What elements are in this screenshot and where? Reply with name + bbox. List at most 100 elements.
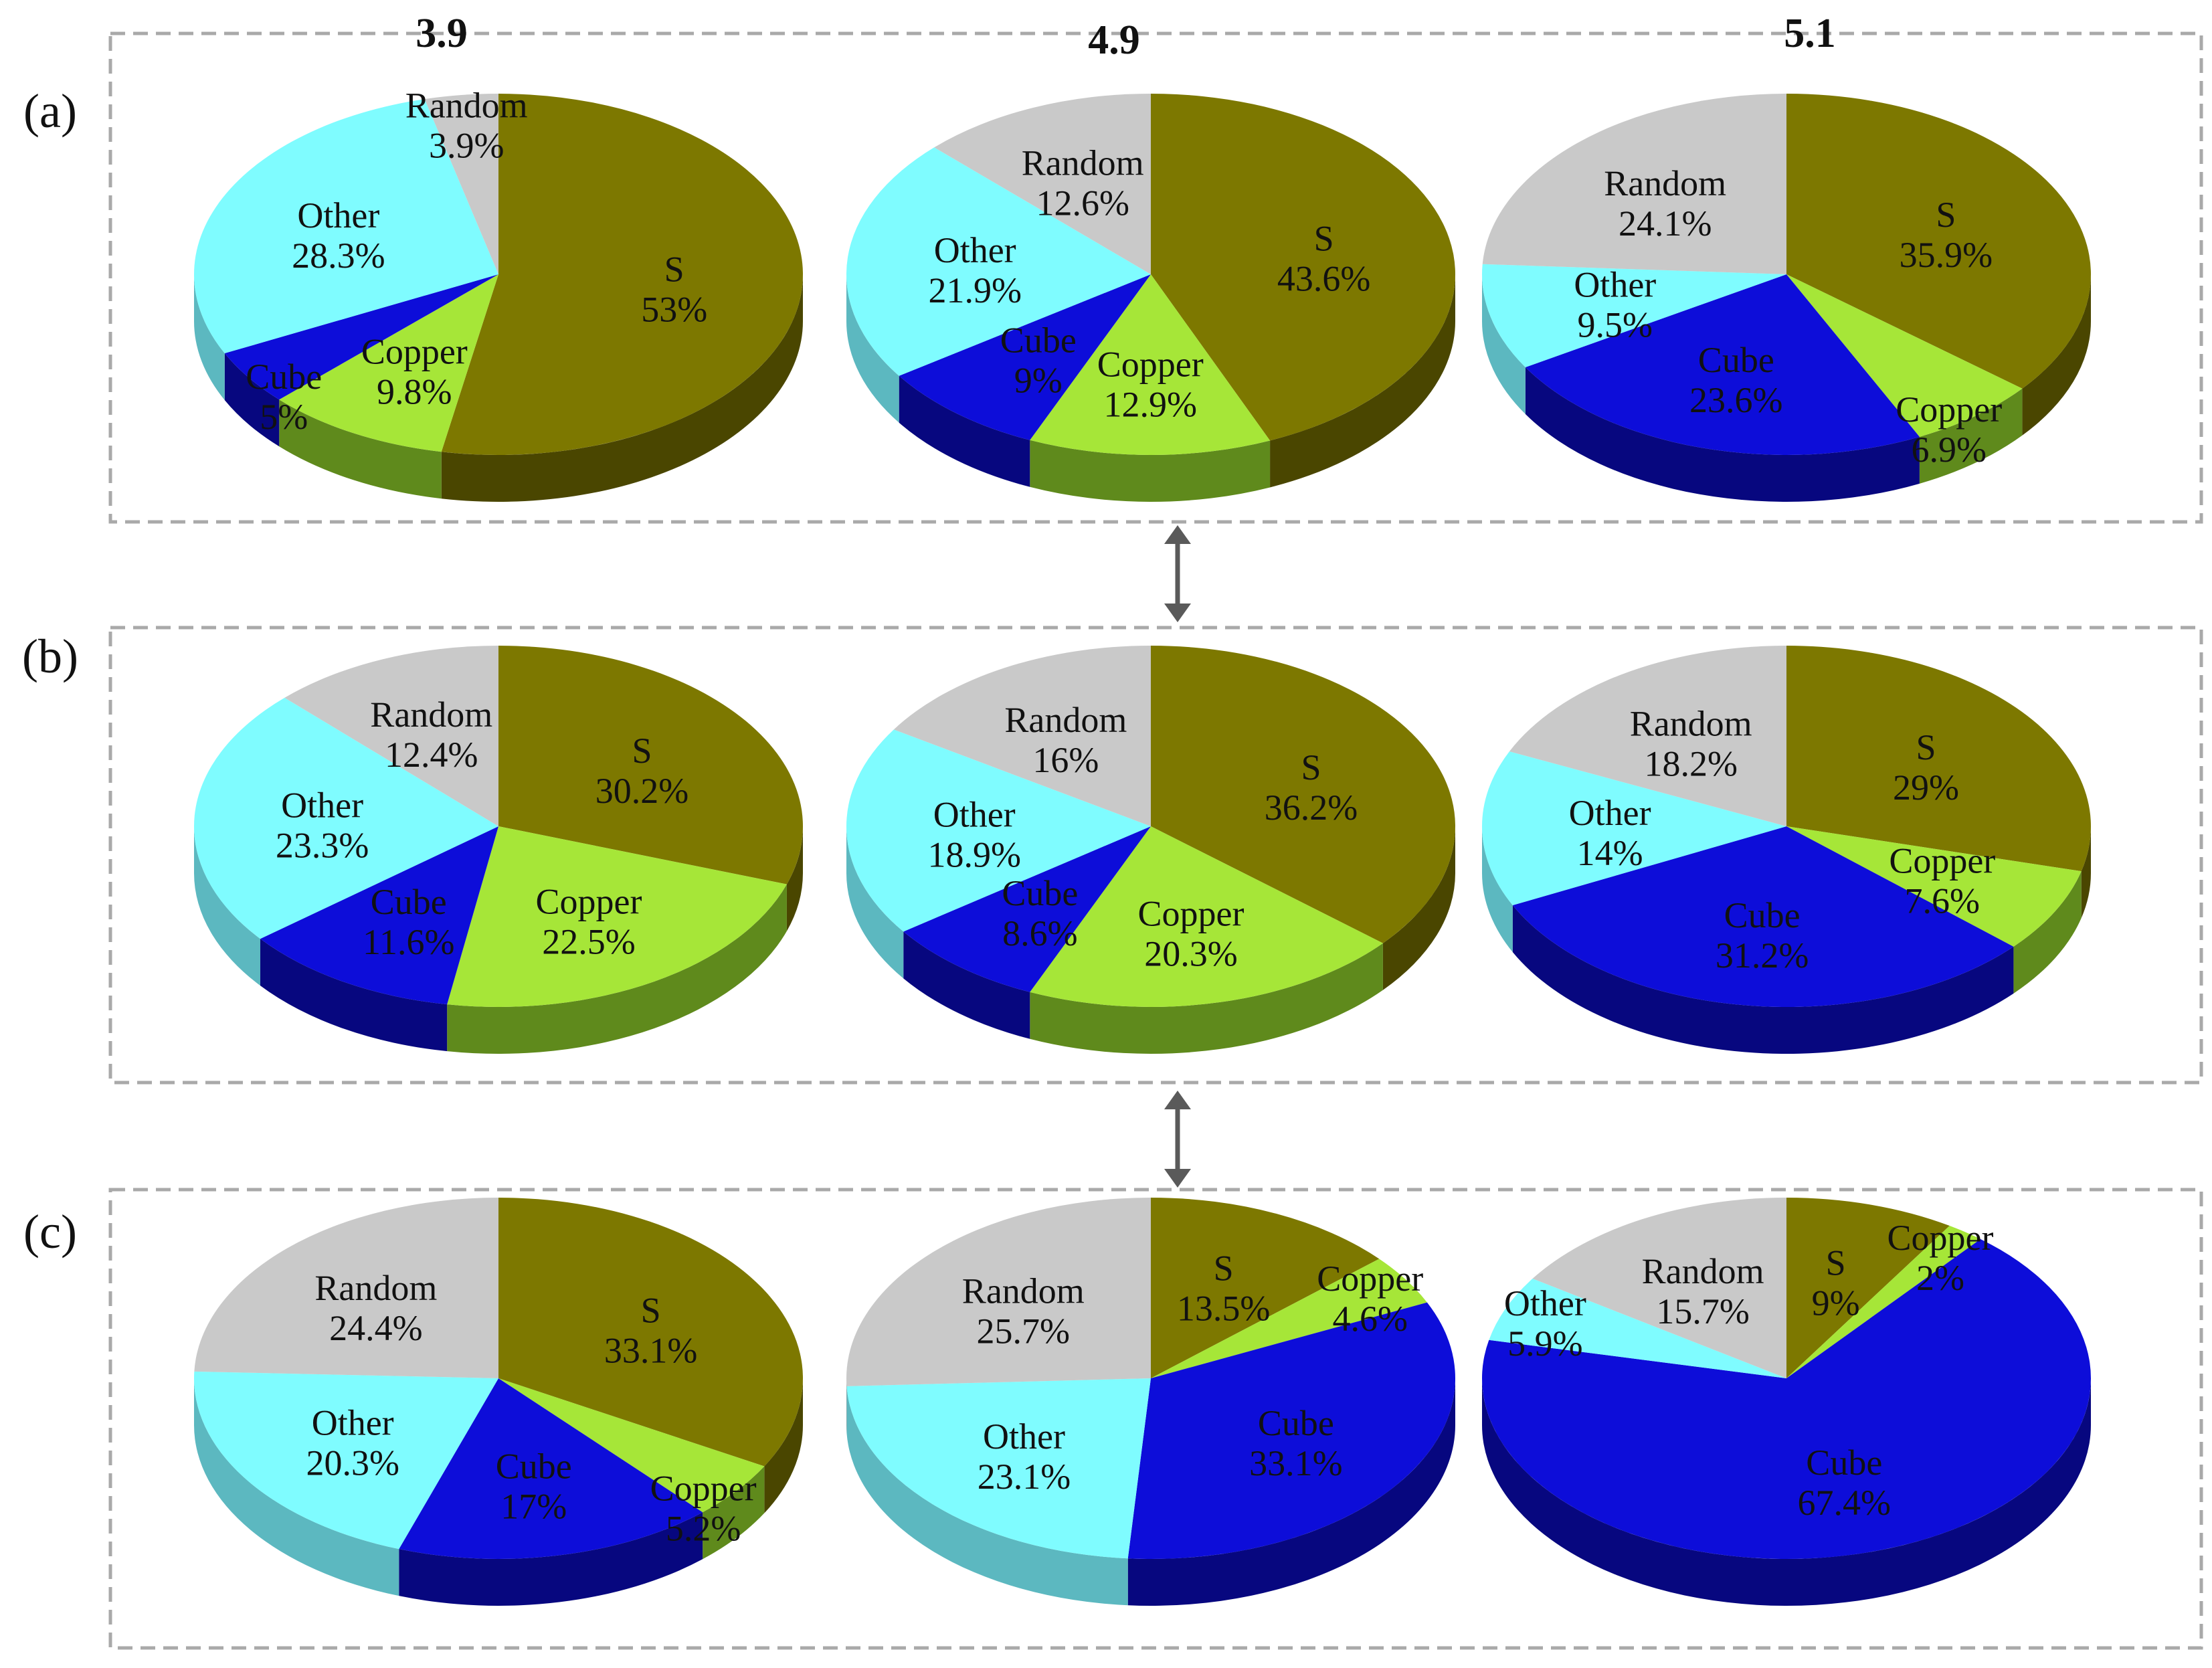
pie-slice-other (194, 1371, 498, 1550)
pie-side-cube (1525, 367, 1920, 502)
pie-slice-copper (1030, 274, 1271, 455)
pie-slice-copper (1786, 274, 2023, 437)
pie-side-other (1482, 274, 1526, 414)
column-title: 3.9 (416, 11, 468, 56)
pie-sides (846, 274, 1455, 502)
slice-label-random: Random 24.1% (1604, 163, 1726, 244)
pie-c-3-9: S 33.1% Copper 5.2% Cube 17% Other 20.3% Random 2… (194, 1198, 803, 1606)
pie-slice-random (893, 646, 1151, 826)
slice-label-copper: Copper 7.6% (1889, 841, 1995, 921)
pie-side-cube (899, 375, 1030, 487)
pie-slice-random (194, 1198, 498, 1378)
pie-side-other (194, 274, 225, 401)
slice-label-cube: Cube 31.2% (1716, 895, 1809, 976)
slice-label-s: S 9% (1812, 1243, 1860, 1323)
pie-slice-cube (899, 274, 1151, 440)
slice-label-copper: Copper 2% (1887, 1218, 1994, 1298)
slice-label-random: Random 24.4% (314, 1268, 437, 1348)
pie-sides (1482, 1378, 2091, 1606)
slice-label-random: Random 16% (1004, 700, 1127, 780)
pie-slice-s (498, 646, 803, 885)
pie-side-copper (2013, 871, 2082, 994)
pie-side-copper (279, 399, 442, 499)
pie-side-copper (1030, 440, 1271, 502)
slice-label-random: Random 3.9% (405, 86, 528, 166)
slice-label-copper: Copper 20.3% (1138, 894, 1245, 974)
pie-side-other (846, 826, 904, 979)
pie-side-cube (399, 1512, 703, 1606)
slice-label-cube: Cube 67.4% (1798, 1443, 1891, 1523)
pie-slice-random (1482, 94, 1786, 274)
column-title: 5.1 (1784, 11, 1836, 56)
pie-slice-cube (399, 1378, 703, 1559)
pie-slice-other (846, 147, 1151, 376)
pie-sides (194, 274, 803, 502)
pie-side-s (764, 1378, 803, 1513)
pie-slice-copper (1030, 826, 1383, 1007)
double-arrow (1164, 1091, 1191, 1188)
pie-c-4-9: S 13.5% Copper 4.6% Cube 33.1% Other 23.1% Rando… (846, 1198, 1455, 1606)
pie-slice-copper (1786, 826, 2082, 947)
pie-slice-s (1151, 94, 1456, 441)
pie-sides (846, 826, 1455, 1054)
pie-side-s (441, 274, 803, 502)
row-label: (b) (22, 630, 78, 683)
pie-slice-random (1532, 1198, 1786, 1378)
slice-label-s: S 33.1% (604, 1291, 697, 1371)
slice-label-s: S 29% (1893, 727, 1959, 808)
pie-slice-copper (1151, 1259, 1427, 1378)
pie-slice-other (194, 697, 498, 939)
slice-label-random: Random 18.2% (1630, 703, 1752, 783)
pie-slice-s (1786, 646, 2092, 872)
pie-slice-random (846, 1198, 1151, 1386)
pie-slice-cube (1482, 1238, 2091, 1560)
pie-sides (846, 1378, 1455, 1606)
pie-side-cube (224, 353, 280, 447)
pie-slice-other (194, 99, 498, 354)
slice-label-cube: Cube 8.6% (1002, 873, 1078, 953)
pie-side-cube (1482, 1378, 2091, 1606)
pie-slice-cube (224, 274, 498, 400)
slice-label-cube: Cube 9% (1000, 320, 1077, 401)
panel-frame-a (108, 31, 2203, 524)
pie-side-other (194, 1378, 399, 1596)
double-arrow (1164, 525, 1191, 622)
slice-label-cube: Cube 11.6% (363, 882, 454, 962)
pie-a-4-9: S 43.6% Copper 12.9% Cube 9% Other 21.9%Random 1… (846, 94, 1456, 502)
pie-slice-copper (1786, 1226, 1981, 1378)
slice-label-other: Other 21.9% (928, 230, 1021, 310)
slice-label-other: Other 23.1% (978, 1416, 1071, 1497)
slice-label-random: Random 12.6% (1022, 143, 1144, 223)
pie-slice-random (1509, 646, 1786, 826)
pie-slice-other (846, 1378, 1151, 1559)
slice-label-copper: Copper 12.9% (1097, 345, 1204, 425)
slice-label-cube: Cube 33.1% (1249, 1403, 1342, 1483)
pie-c-5-1: S 9% Copper 2% Cube 67.4% Other 5.9% Random 15.7% (1482, 1198, 2091, 1606)
pie-slice-cube (903, 826, 1151, 992)
panel-frame-c (108, 1188, 2203, 1650)
pie-side-s (786, 826, 803, 931)
slice-label-s: S 13.5% (1177, 1248, 1270, 1328)
pie-b-3-9: S 30.2% Copper 22.5% Cube 11.6% Other 23.3%Rand… (194, 646, 803, 1054)
pie-sides (1482, 826, 2091, 1054)
slice-label-other: Other 9.5% (1574, 265, 1656, 345)
slice-label-copper: Copper 5.2% (650, 1469, 757, 1549)
pie-slice-s (441, 94, 804, 455)
slice-label-copper: Copper 4.6% (1317, 1259, 1423, 1339)
slice-label-other: Other 14% (1569, 793, 1651, 873)
pie-side-other (846, 1386, 1128, 1606)
slice-label-copper: Copper 6.9% (1896, 389, 2002, 470)
pie-slice-s (498, 1198, 803, 1467)
slice-label-copper: Copper 9.8% (361, 332, 468, 412)
pie-slice-s (1151, 646, 1455, 943)
slice-label-s: S 43.6% (1277, 219, 1370, 299)
pie-side-other (194, 826, 261, 986)
pie-slice-cube (1525, 274, 1920, 455)
pie-a-5-1: S 35.9% Copper 6.9% Cube 23.6% Other 9.5% Random… (1482, 94, 2092, 502)
pie-a-3-9: S 53% Copper 9.8% Cube 5% Other 28.3%Random 3.9% (194, 86, 804, 502)
column-title: 4.9 (1088, 17, 1140, 63)
pie-side-s (1382, 826, 1455, 990)
slice-label-other: Other 20.3% (306, 1402, 399, 1483)
slice-label-random: Random 25.7% (962, 1271, 1085, 1352)
